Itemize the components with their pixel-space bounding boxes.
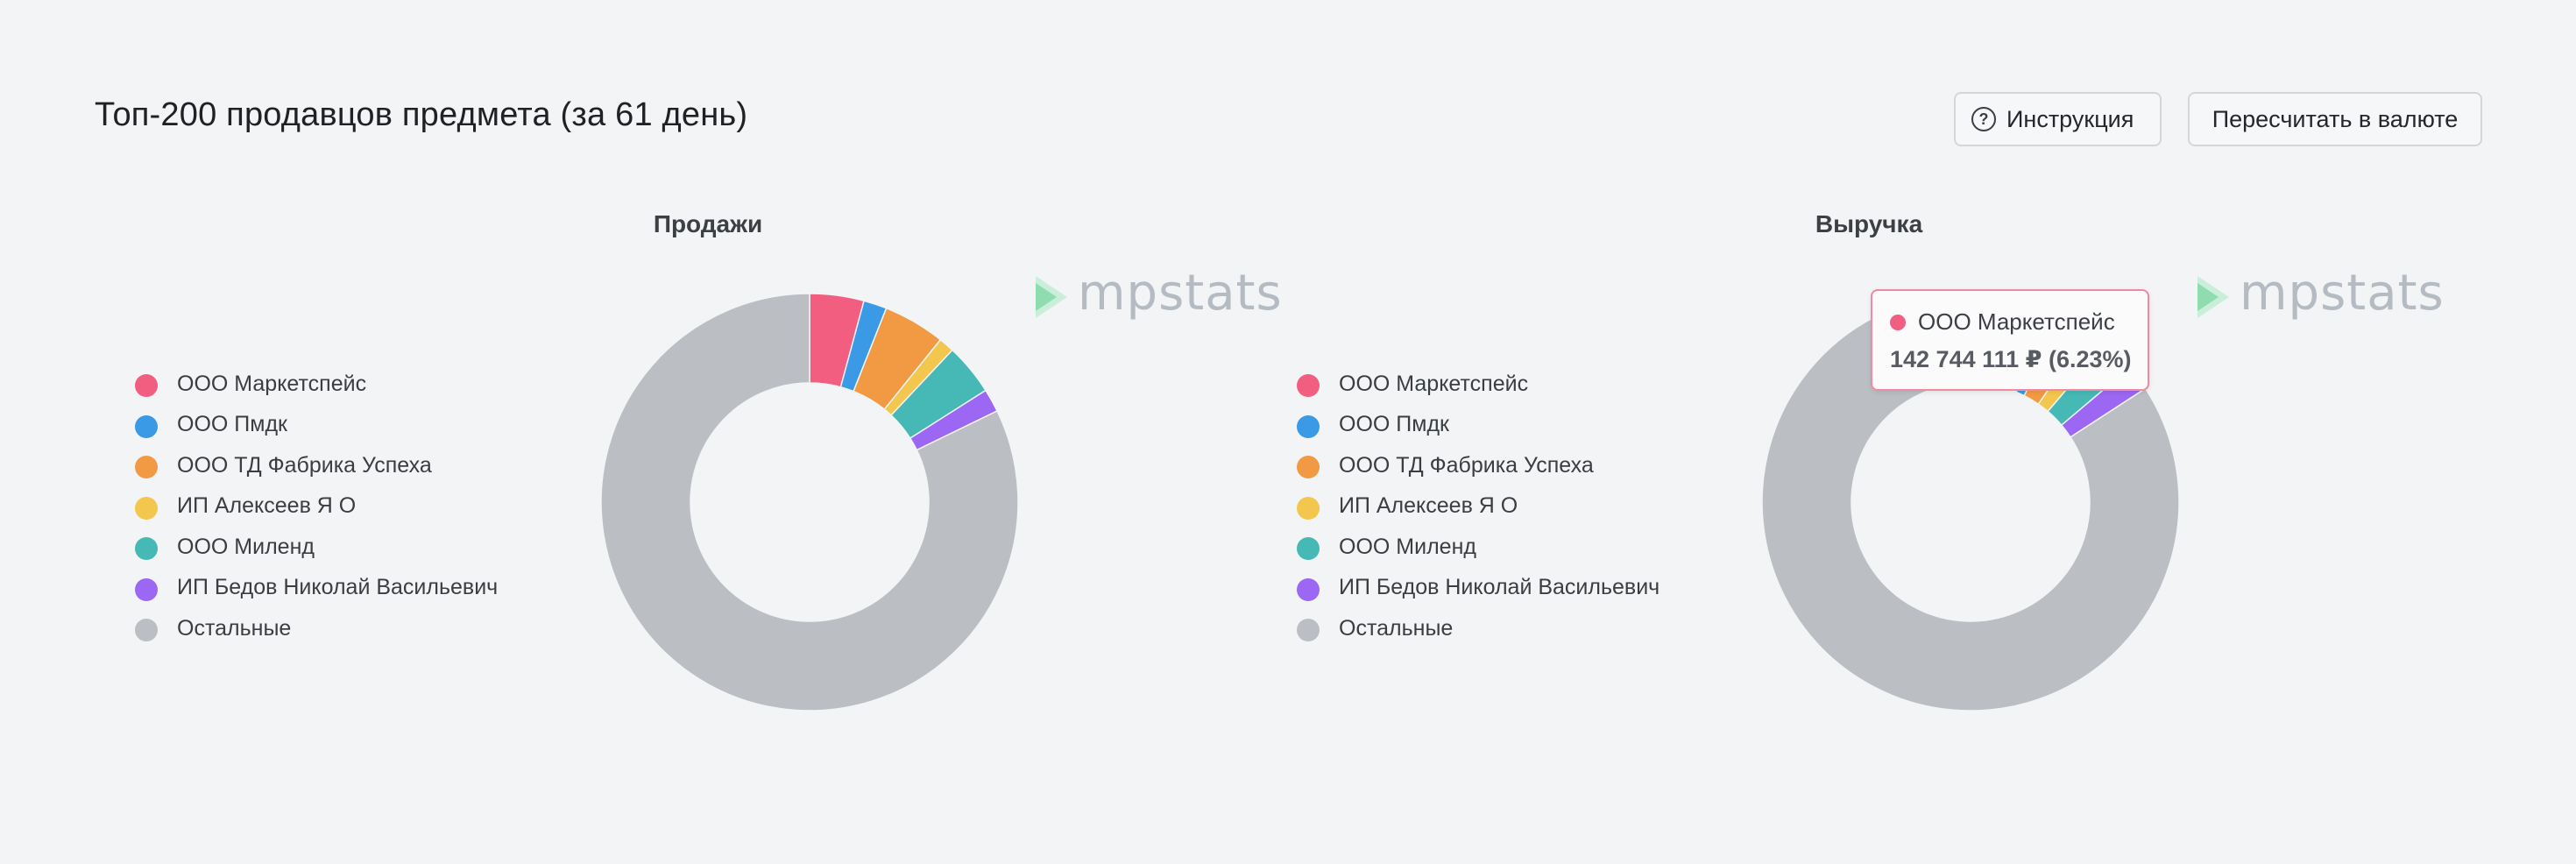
donut-slice-6[interactable] — [1762, 294, 2179, 711]
mpstats-logo-icon — [1036, 275, 1067, 318]
legend-color-dot — [1297, 414, 1320, 438]
legend-item[interactable]: Остальные — [135, 610, 498, 651]
legend-item[interactable]: ИП Алексеев Я О — [135, 488, 498, 529]
legend-item[interactable]: ООО Пмдк — [135, 407, 498, 448]
legend-label: ООО Миленд — [1339, 534, 1476, 559]
legend-label: ООО Пмдк — [1339, 412, 1449, 437]
legend-item[interactable]: ООО Миленд — [1297, 528, 1660, 570]
question-circle-icon: ? — [1971, 107, 1996, 131]
legend-label: ООО ТД Фабрика Успеха — [177, 452, 432, 478]
watermark-revenue: mpstats — [2196, 265, 2445, 325]
legend-item[interactable]: ИП Бедов Николай Васильевич — [1297, 570, 1660, 611]
chart-title-sales: Продажи — [653, 210, 763, 237]
tooltip-series-name: ООО Маркетспейс — [1918, 308, 2115, 335]
watermark-text: mpstats — [2240, 265, 2445, 322]
mpstats-logo-icon — [2197, 275, 2229, 318]
legend-label: ООО Миленд — [177, 534, 315, 559]
page-title: Топ-200 продавцов предмета (за 61 день) — [95, 96, 748, 133]
legend-color-dot — [135, 496, 158, 520]
legend-label: Остальные — [177, 615, 292, 641]
legend-color-dot — [1297, 456, 1320, 479]
legend-label: Остальные — [1339, 615, 1454, 641]
chart-title-revenue: Выручка — [1815, 210, 1923, 237]
legend-item[interactable]: ООО Маркетспейс — [135, 365, 498, 407]
convert-currency-button[interactable]: Пересчитать в валюте — [2188, 92, 2482, 146]
legend-color-dot — [135, 414, 158, 438]
legend-sales: ООО Маркетспейс ООО Пмдк ООО ТД Фабрика Ус… — [135, 365, 498, 651]
legend-color-dot — [135, 374, 158, 398]
legend-item[interactable]: ООО Пмдк — [1297, 407, 1660, 448]
legend-color-dot — [1297, 374, 1320, 398]
legend-item[interactable]: Остальные — [1297, 610, 1660, 651]
legend-label: ООО ТД Фабрика Успеха — [1339, 452, 1594, 478]
instruction-button[interactable]: ? Инструкция — [1954, 92, 2162, 146]
legend-label: ИП Бедов Николай Васильевич — [1339, 575, 1660, 600]
donut-chart-sales — [601, 294, 1018, 711]
legend-item[interactable]: ООО Миленд — [135, 528, 498, 570]
legend-label: ООО Маркетспейс — [1339, 371, 1529, 396]
legend-color-dot — [1297, 496, 1320, 520]
legend-label: ООО Пмдк — [177, 412, 287, 437]
legend-label: ИП Бедов Николай Васильевич — [177, 575, 499, 600]
legend-item[interactable]: ИП Алексеев Я О — [1297, 488, 1660, 529]
instruction-button-label: Инструкция — [2006, 105, 2134, 132]
legend-revenue: ООО Маркетспейс ООО Пмдк ООО ТД Фабрика Ус… — [1297, 365, 1660, 651]
legend-item[interactable]: ООО ТД Фабрика Успеха — [1297, 447, 1660, 488]
donut-slice-6[interactable] — [601, 294, 1018, 711]
legend-color-dot — [135, 577, 158, 601]
legend-label: ООО Маркетспейс — [177, 371, 367, 396]
convert-currency-button-label: Пересчитать в валюте — [2212, 105, 2459, 132]
legend-color-dot — [1297, 577, 1320, 601]
legend-color-dot — [1297, 619, 1320, 642]
legend-label: ИП Алексеев Я О — [1339, 493, 1518, 519]
legend-item[interactable]: ООО Маркетспейс — [1297, 365, 1660, 407]
legend-color-dot — [135, 619, 158, 642]
watermark-sales: mpstats — [1034, 265, 1283, 325]
legend-color-dot — [135, 537, 158, 561]
legend-color-dot — [1297, 537, 1320, 561]
tooltip-value: 142 744 111 ₽ (6.23%) — [1890, 346, 2132, 372]
watermark-text: mpstats — [1078, 265, 1283, 322]
chart-tooltip: ООО Маркетспейс 142 744 111 ₽ (6.23%) — [1871, 289, 2149, 391]
legend-label: ИП Алексеев Я О — [177, 493, 357, 519]
legend-color-dot — [135, 456, 158, 479]
legend-item[interactable]: ИП Бедов Николай Васильевич — [135, 570, 498, 611]
tooltip-color-dot — [1890, 314, 1906, 330]
legend-item[interactable]: ООО ТД Фабрика Успеха — [135, 447, 498, 488]
